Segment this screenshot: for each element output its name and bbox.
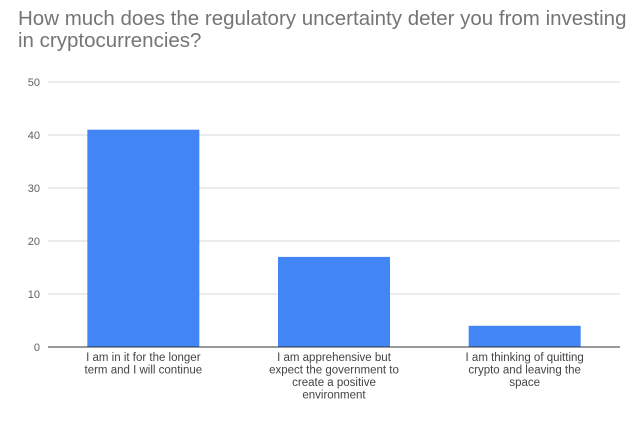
bar-1 — [87, 129, 200, 347]
x-category-label-line: space — [509, 377, 540, 389]
bar-2 — [278, 256, 390, 347]
x-category-label: I am in it for the longer term and I will… — [85, 352, 203, 377]
y-tick-label: 10 — [28, 289, 40, 301]
x-category-label-line: term and I will continue — [85, 365, 203, 377]
x-category-label-line: expect the government to — [269, 365, 399, 377]
bar-3 — [468, 325, 581, 347]
x-category-label: I am apprehensive but expect the governme… — [269, 352, 399, 402]
x-category-label: I am thinking of quitting crypto and leav… — [466, 352, 584, 389]
x-category-label-line: create a positive — [292, 377, 376, 389]
chart-title: How much does the regulatory uncertainty… — [18, 7, 627, 52]
x-category-label-line: I am apprehensive but — [277, 352, 392, 364]
x-category-label-line: environment — [302, 390, 366, 402]
x-category-label-line: I am in it for the longer — [86, 352, 201, 364]
x-category-label-line: crypto and leaving the — [468, 365, 581, 377]
y-tick-label: 30 — [28, 183, 40, 195]
y-tick-label: 40 — [28, 130, 40, 142]
y-tick-label: 50 — [28, 77, 40, 89]
y-tick-label: 20 — [28, 236, 40, 248]
x-category-label-line: I am thinking of quitting — [466, 352, 584, 364]
y-tick-label: 0 — [34, 342, 40, 354]
